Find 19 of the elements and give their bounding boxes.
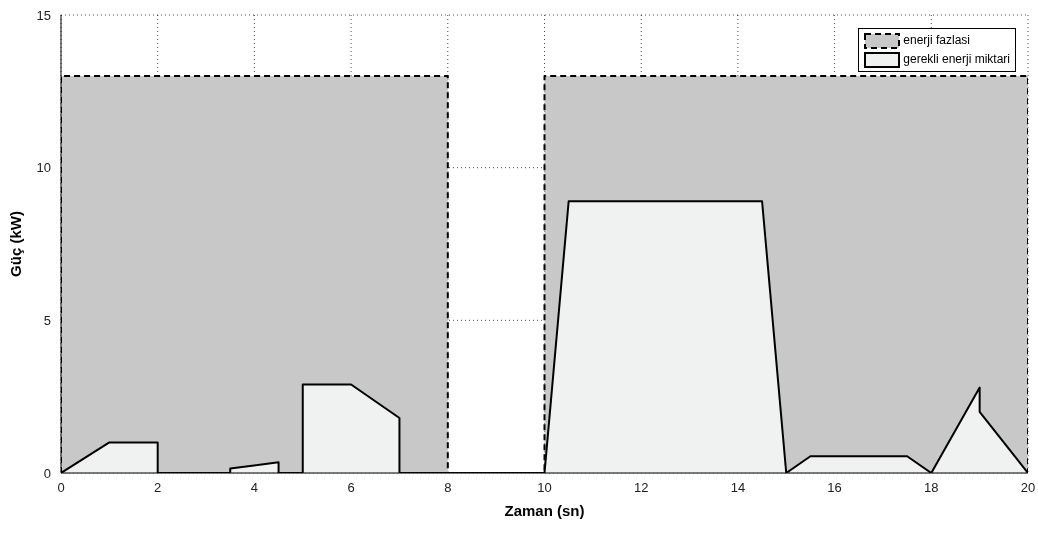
- y-tick-label: 0: [43, 465, 51, 481]
- legend-label: gerekli enerji miktari: [903, 51, 1010, 68]
- x-tick-label: 20: [1020, 480, 1036, 496]
- y-axis-title: Güç (kW): [7, 211, 25, 277]
- x-tick-label: 12: [633, 480, 649, 496]
- x-tick-label: 8: [444, 480, 452, 496]
- x-axis-title: Zaman (sn): [504, 502, 585, 519]
- x-tick-label: 6: [347, 480, 355, 496]
- x-tick-label: 2: [154, 480, 162, 496]
- x-tick-label: 10: [537, 480, 552, 496]
- x-tick-label: 4: [250, 480, 259, 496]
- y-tick-label: 15: [36, 7, 51, 23]
- legend-label: enerji fazlasi: [903, 32, 970, 49]
- x-tick-label: 14: [730, 480, 746, 496]
- x-tick-label: 0: [57, 480, 65, 496]
- y-tick-label: 10: [36, 160, 51, 176]
- x-tick-label: 16: [827, 480, 842, 496]
- y-tick-label: 5: [43, 312, 51, 328]
- x-tick-label: 18: [924, 480, 939, 496]
